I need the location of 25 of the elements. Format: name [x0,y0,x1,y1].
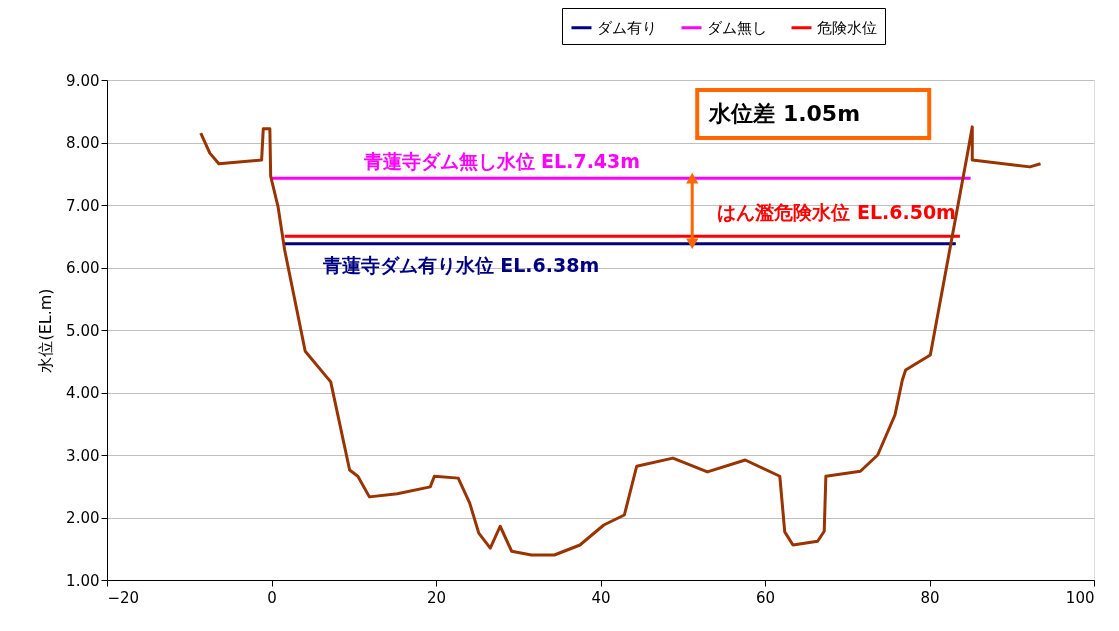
annotation: 青蓮寺ダム有り水位 EL.6.38m [321,253,600,276]
x-tick-label: 60 [755,588,776,607]
legend-label: 危険水位 [817,18,877,37]
line-series [199,125,1043,557]
y-tick-label: 2.00 [66,509,100,527]
y-tick-label: 8.00 [66,134,100,152]
x-tick-label: −20 [107,588,140,607]
y-tick-label: 5.00 [66,321,100,340]
y-tick-label: 9.00 [66,71,100,90]
y-tick-label: 6.00 [66,259,100,277]
legend-label: ダム有り [597,18,657,37]
x-tick-label: 20 [426,588,447,607]
y-tick-label: 4.00 [66,384,100,402]
y-tick-label: 7.00 [66,196,100,215]
x-tick-label: 40 [591,588,611,607]
y-tick-label: 3.00 [66,446,100,465]
annotation: 水位差 1.05m [708,101,861,126]
y-tick-label: 1.00 [66,571,100,590]
legend-label: ダム無し [707,18,767,37]
annotation: はん濫危険水位 EL.6.50m [717,201,956,224]
x-tick-label: 0 [267,588,277,607]
annotation: 青蓮寺ダム無し水位 EL.7.43m [362,150,641,173]
y-axis-title: 水位(EL.m) [36,288,56,373]
x-tick-label: 100 [1065,588,1095,607]
x-tick-label: 80 [920,588,940,607]
